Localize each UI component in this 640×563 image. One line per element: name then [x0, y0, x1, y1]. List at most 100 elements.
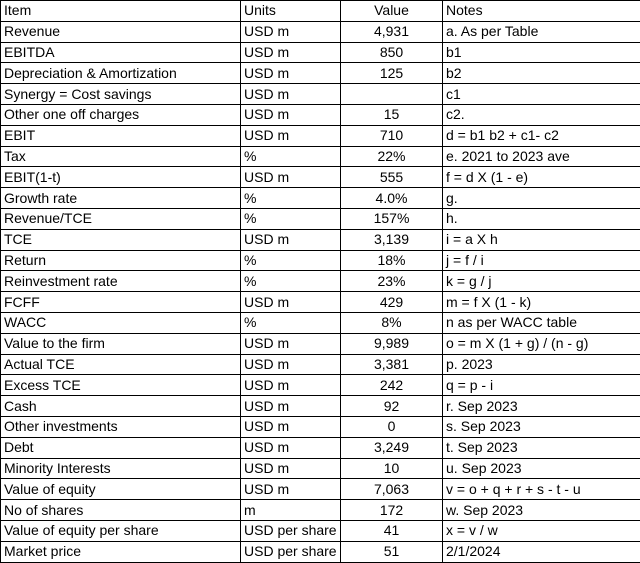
item-cell: Market price [1, 541, 241, 562]
units-cell: USD m [241, 104, 341, 125]
item-cell: Value of equity [1, 479, 241, 500]
item-cell: EBIT [1, 125, 241, 146]
units-cell: USD m [241, 292, 341, 313]
notes-cell: c1 [443, 84, 640, 105]
units-cell: % [241, 146, 341, 167]
value-cell: 15 [341, 104, 443, 125]
units-cell: USD m [241, 396, 341, 417]
value-cell: 22% [341, 146, 443, 167]
item-cell: FCFF [1, 292, 241, 313]
value-cell: 3,249 [341, 437, 443, 458]
notes-cell: p. 2023 [443, 354, 640, 375]
units-cell: USD m [241, 84, 341, 105]
units-cell: USD m [241, 21, 341, 42]
notes-cell: t. Sep 2023 [443, 437, 640, 458]
value-cell: 7,063 [341, 479, 443, 500]
value-cell: 850 [341, 42, 443, 63]
units-cell: USD m [241, 42, 341, 63]
value-cell: 242 [341, 375, 443, 396]
value-cell: 23% [341, 271, 443, 292]
table-row: Return%18%j = f / i [1, 250, 640, 271]
notes-cell: h. [443, 208, 640, 229]
units-cell: USD m [241, 437, 341, 458]
table-row: Growth rate%4.0%g. [1, 188, 640, 209]
notes-cell: a. As per Table [443, 21, 640, 42]
units-cell: USD m [241, 229, 341, 250]
value-cell: 3,381 [341, 354, 443, 375]
units-cell: USD m [241, 167, 341, 188]
notes-cell: r. Sep 2023 [443, 396, 640, 417]
item-cell: Value to the firm [1, 333, 241, 354]
units-cell: USD m [241, 416, 341, 437]
units-cell: USD m [241, 375, 341, 396]
units-cell: USD per share [241, 520, 341, 541]
item-cell: Debt [1, 437, 241, 458]
value-cell: 4.0% [341, 188, 443, 209]
notes-cell: u. Sep 2023 [443, 458, 640, 479]
notes-cell: x = v / w [443, 520, 640, 541]
item-cell: Minority Interests [1, 458, 241, 479]
notes-cell: f = d X (1 - e) [443, 167, 640, 188]
notes-cell: w. Sep 2023 [443, 500, 640, 521]
item-cell: Return [1, 250, 241, 271]
notes-cell: g. [443, 188, 640, 209]
item-cell: EBITDA [1, 42, 241, 63]
value-cell [341, 84, 443, 105]
item-cell: Growth rate [1, 188, 241, 209]
notes-cell: d = b1 b2 + c1- c2 [443, 125, 640, 146]
item-cell: Tax [1, 146, 241, 167]
item-cell: WACC [1, 312, 241, 333]
item-cell: No of shares [1, 500, 241, 521]
notes-cell: v = o + q + r + s - t - u [443, 479, 640, 500]
item-cell: Depreciation & Amortization [1, 63, 241, 84]
notes-cell: b2 [443, 63, 640, 84]
value-cell: 92 [341, 396, 443, 417]
value-cell: 51 [341, 541, 443, 562]
value-cell: 0 [341, 416, 443, 437]
units-cell: % [241, 188, 341, 209]
item-cell: Other investments [1, 416, 241, 437]
header-row: Item Units Value Notes [1, 1, 640, 22]
table-row: Revenue/TCE%157%h. [1, 208, 640, 229]
table-row: Reinvestment rate%23%k = g / j [1, 271, 640, 292]
header-notes: Notes [443, 1, 640, 22]
notes-cell: c2. [443, 104, 640, 125]
item-cell: Synergy = Cost savings [1, 84, 241, 105]
units-cell: % [241, 250, 341, 271]
header-item: Item [1, 1, 241, 22]
value-cell: 555 [341, 167, 443, 188]
value-cell: 8% [341, 312, 443, 333]
units-cell: % [241, 312, 341, 333]
value-cell: 3,139 [341, 229, 443, 250]
notes-cell: b1 [443, 42, 640, 63]
value-cell: 429 [341, 292, 443, 313]
value-cell: 172 [341, 500, 443, 521]
value-cell: 4,931 [341, 21, 443, 42]
units-cell: USD m [241, 63, 341, 84]
value-cell: 18% [341, 250, 443, 271]
item-cell: EBIT(1-t) [1, 167, 241, 188]
units-cell: m [241, 500, 341, 521]
item-cell: Actual TCE [1, 354, 241, 375]
units-cell: USD m [241, 333, 341, 354]
notes-cell: q = p - i [443, 375, 640, 396]
value-cell: 157% [341, 208, 443, 229]
item-cell: Reinvestment rate [1, 271, 241, 292]
value-cell: 41 [341, 520, 443, 541]
